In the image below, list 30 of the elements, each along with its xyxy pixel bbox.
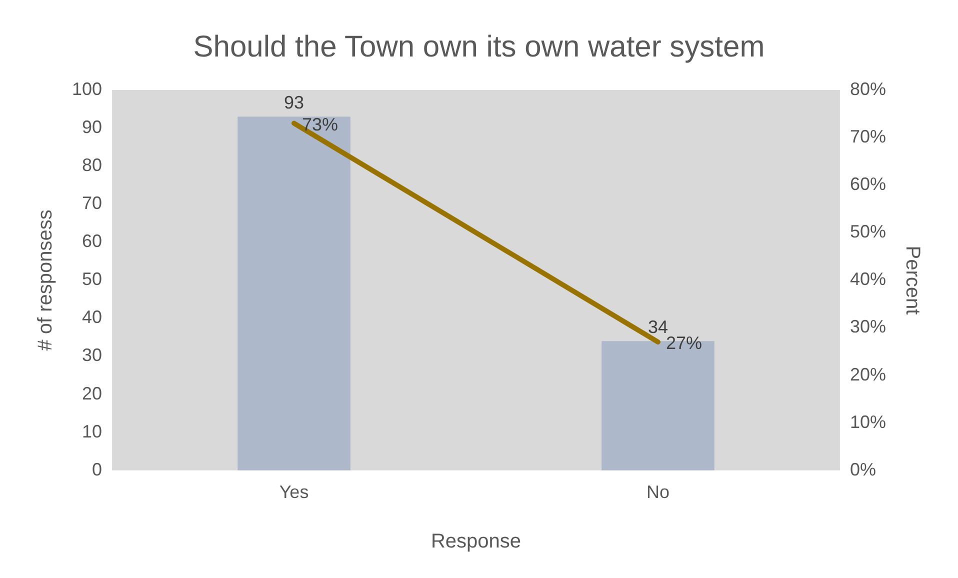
y-axis-title: # of responsess [34,210,57,351]
y2-tick-label: 60% [850,174,886,194]
y2-tick-label: 20% [850,364,886,384]
y2-tick-label: 70% [850,126,886,147]
y2-tick-label: 10% [850,412,886,432]
x-tick-label: Yes [279,482,309,502]
y-tick-label: 70 [82,193,102,214]
data-label: 93 [284,92,304,113]
y-tick-label: 10 [82,421,102,442]
y2-tick-label: 30% [850,316,886,337]
x-axis-title: Response [430,530,522,553]
y-tick-label: 30 [82,345,102,366]
data-label: 34 [648,317,668,338]
y-tick-label: 0 [92,459,102,480]
y-tick-label: 50 [82,269,102,290]
y2-tick-label: 50% [850,222,886,242]
data-label: 27% [666,332,702,353]
y2-axis-title: Percent [901,246,924,316]
y-tick-label: 40 [82,307,102,328]
chart-title: Should the Town own its own water system [193,30,765,64]
y2-tick-label: 40% [850,269,886,290]
y-tick-label: 80 [82,155,102,176]
y-tick-label: 60 [82,231,102,252]
y-tick-label: 90 [82,117,102,138]
x-tick-label: No [646,482,670,502]
y-tick-label: 20 [82,383,102,404]
y-tick-label: 100 [72,78,102,99]
y2-tick-label: 80% [850,78,886,99]
y2-tick-label: 0% [850,459,876,480]
data-label: 73% [302,114,338,134]
